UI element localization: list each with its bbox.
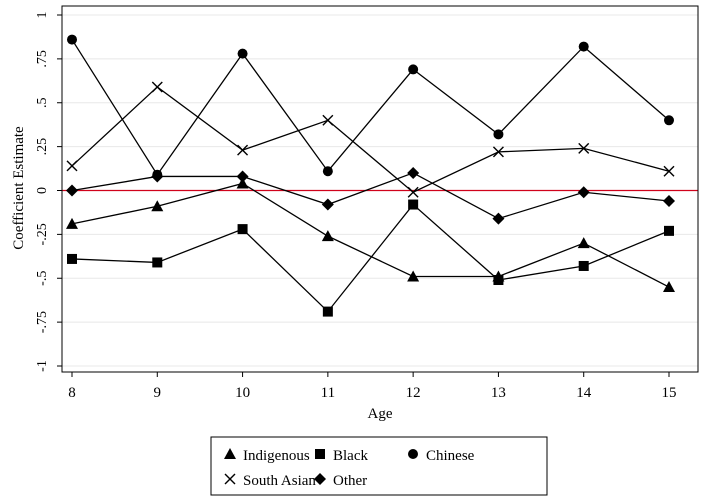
data-point-south-asian-stroke <box>151 81 163 93</box>
data-point-south-asian-stroke <box>578 142 590 154</box>
legend-marker-south-asian <box>224 473 236 485</box>
data-point-south-asian <box>407 186 419 198</box>
series-south-asian <box>66 81 675 198</box>
data-point-south-asian <box>578 142 590 154</box>
y-tick-label: .5 <box>35 98 50 109</box>
data-point-black <box>578 260 589 271</box>
data-point-south-asian <box>322 114 334 126</box>
legend-label-black: Black <box>333 448 368 464</box>
series-line-chinese <box>71 39 670 176</box>
data-point-chinese <box>408 64 419 75</box>
data-point-other <box>151 170 164 183</box>
data-point-south-asian <box>66 160 78 172</box>
data-point-indigenous <box>66 217 78 229</box>
axes-layer: -1 -.75 -.5 -.25 0 .25 .5 .75 1 8 9 10 11 12 13 14 15 Age… <box>11 5 699 422</box>
legend-marker-south-asian-stroke <box>224 473 236 485</box>
legend-marker-indigenous <box>224 448 236 459</box>
x-tick-label: 8 <box>68 385 76 401</box>
data-point-south-asian-stroke <box>492 146 504 158</box>
data-point-south-asian-stroke <box>407 186 419 198</box>
series-line-indigenous <box>71 182 670 288</box>
data-point-chinese <box>493 129 504 140</box>
y-tick-label: 1 <box>35 12 50 19</box>
data-point-indigenous <box>321 230 334 242</box>
data-point-black <box>67 253 77 264</box>
plot-frame <box>61 5 699 373</box>
legend-marker-chinese <box>408 449 418 459</box>
data-point-black <box>322 306 333 317</box>
data-point-south-asian-stroke <box>66 160 78 172</box>
series-black <box>67 199 674 317</box>
data-point-chinese <box>237 48 248 59</box>
legend-label-south-asian: South Asian <box>243 473 316 489</box>
data-point-black <box>237 224 248 235</box>
series-layer <box>66 34 675 317</box>
series-other <box>66 166 675 225</box>
series-chinese <box>67 34 674 180</box>
data-point-indigenous <box>407 270 420 282</box>
data-point-indigenous <box>577 237 590 249</box>
data-point-chinese <box>664 115 674 126</box>
data-point-black <box>664 225 674 236</box>
data-point-south-asian <box>663 165 675 177</box>
y-tick-label: .75 <box>35 50 50 68</box>
x-tick-label: 9 <box>154 385 162 401</box>
legend-marker-other <box>314 473 326 485</box>
data-point-south-asian-stroke <box>663 165 675 177</box>
data-point-indigenous <box>151 200 164 212</box>
series-line-black <box>71 203 670 313</box>
x-tick-label: 14 <box>576 385 592 401</box>
data-point-chinese <box>578 41 589 52</box>
data-point-black <box>152 257 163 268</box>
x-axis-title: Age <box>368 406 393 422</box>
y-tick-label: 0 <box>35 187 50 194</box>
data-point-south-asian <box>237 144 249 156</box>
data-point-south-asian-stroke <box>237 144 249 156</box>
data-point-other <box>321 198 334 211</box>
x-tick-label: 13 <box>491 385 506 401</box>
data-point-black <box>408 199 419 210</box>
data-point-black <box>493 275 504 286</box>
data-point-indigenous <box>663 281 675 293</box>
legend-label-chinese: Chinese <box>426 448 475 464</box>
legend-marker-black <box>315 449 325 459</box>
series-line-south-asian <box>71 86 670 194</box>
y-tick-label: -1 <box>35 360 50 372</box>
data-point-south-asian-stroke <box>322 114 334 126</box>
x-tick-label: 12 <box>406 385 421 401</box>
y-tick-label: -.5 <box>35 271 50 286</box>
legend-label-indigenous: Indigenous <box>243 448 310 464</box>
data-point-south-asian <box>492 146 504 158</box>
legend-label-other: Other <box>333 473 367 489</box>
data-point-chinese <box>67 34 77 45</box>
legend-box <box>210 436 548 496</box>
data-point-chinese <box>322 166 333 177</box>
data-point-other <box>66 184 78 197</box>
x-tick-label: 11 <box>321 385 335 401</box>
y-tick-label: .25 <box>35 138 50 156</box>
x-tick-label: 15 <box>662 385 677 401</box>
legend: Indigenous Black Chinese South Asian Other <box>210 436 548 496</box>
series-line-other <box>71 172 670 220</box>
data-point-other <box>407 166 420 179</box>
data-point-other <box>577 186 590 199</box>
y-tick-label: -.25 <box>35 223 50 245</box>
y-tick-label: -.75 <box>35 311 50 333</box>
data-point-other <box>663 195 675 208</box>
data-point-other <box>492 212 505 225</box>
data-point-south-asian <box>151 81 163 93</box>
y-axis-title: Coefficient Estimate <box>11 126 27 250</box>
x-tick-label: 10 <box>235 385 250 401</box>
data-point-indigenous <box>236 177 249 189</box>
data-point-other <box>236 170 249 183</box>
